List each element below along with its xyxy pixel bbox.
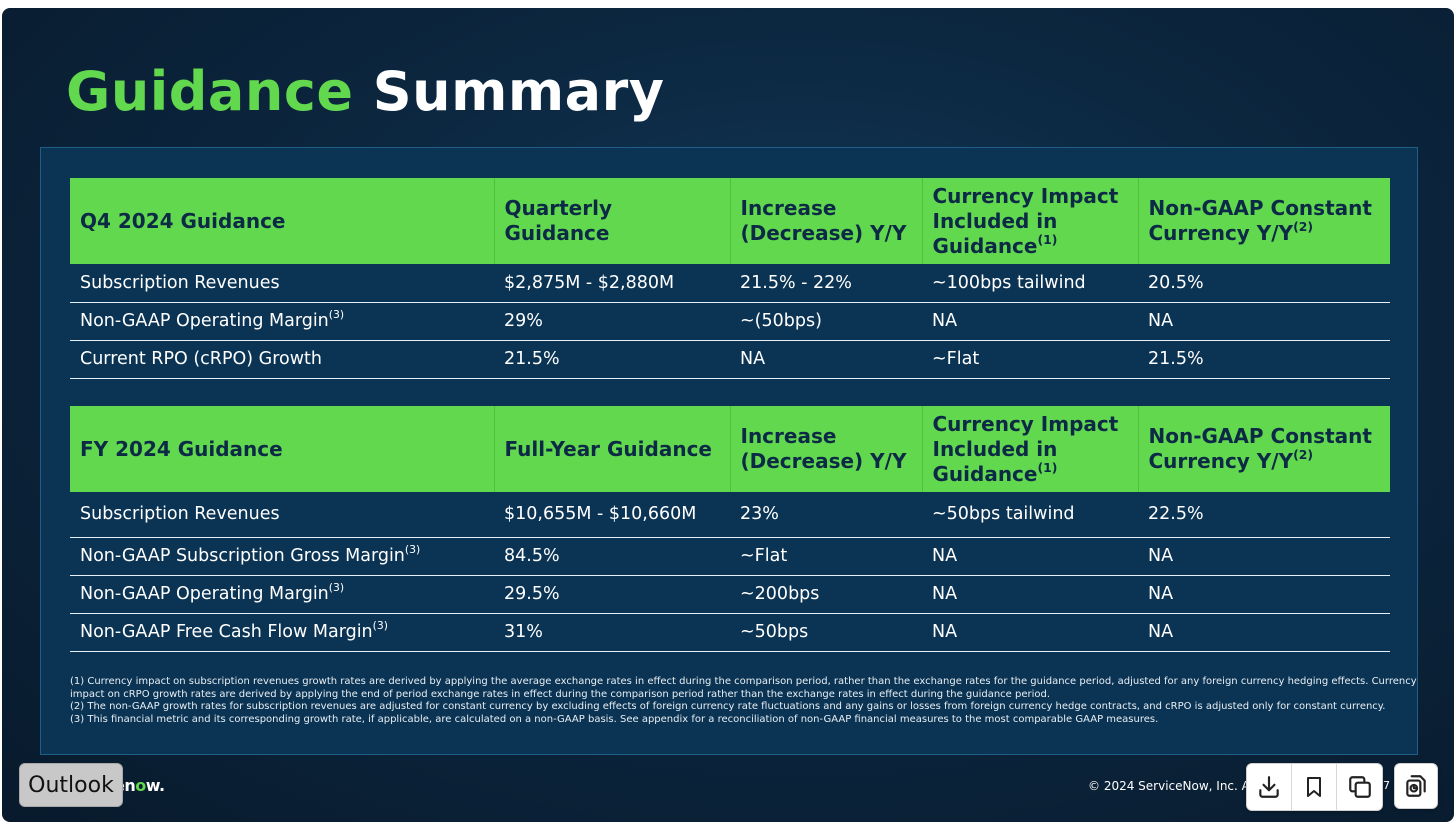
outlook-button[interactable]: Outlook	[19, 763, 123, 807]
table-header-row: Q4 2024 Guidance Quarterly Guidance Incr…	[70, 178, 1390, 264]
metric-cell: Subscription Revenues	[70, 264, 494, 303]
footnote-3: (3) This financial metric and its corres…	[70, 713, 1159, 725]
footnote-1: (1) Currency impact on subscription reve…	[70, 676, 1417, 700]
change-cell: ~50bps	[730, 613, 922, 652]
header-currency-impact: Currency Impact Included in Guidance(1)	[922, 406, 1139, 492]
copy-icon	[1348, 776, 1371, 798]
restack-button[interactable]	[1394, 763, 1438, 809]
guidance-cell: 84.5%	[494, 537, 730, 576]
constant-cell: NA	[1138, 302, 1390, 341]
table-row: Current RPO (cRPO) Growth 21.5% NA ~Flat…	[70, 340, 1390, 379]
constant-cell: 22.5%	[1138, 492, 1390, 538]
slide: Guidance Summary Q4 2024 Guidance Quarte…	[2, 8, 1454, 822]
download-button[interactable]	[1247, 764, 1292, 810]
header-period: FY 2024 Guidance	[70, 406, 495, 492]
currency-cell: NA	[922, 537, 1138, 576]
title-rest: Summary	[372, 60, 665, 123]
currency-cell: NA	[922, 613, 1138, 652]
guidance-cell: 31%	[494, 613, 730, 652]
footnote-2: (2) The non-GAAP growth rates for subscr…	[70, 701, 1386, 712]
copyright-text: © 2024 ServiceNow, Inc. All	[1088, 779, 1257, 793]
bookmark-icon	[1307, 777, 1321, 797]
page-number: 7	[1383, 779, 1390, 792]
header-guidance: Full-Year Guidance	[494, 406, 731, 492]
change-cell: 21.5% - 22%	[730, 264, 922, 303]
constant-cell: NA	[1138, 613, 1390, 652]
guidance-cell: 29.5%	[494, 575, 730, 614]
change-cell: ~Flat	[730, 537, 922, 576]
guidance-cell: $2,875M - $2,880M	[494, 264, 730, 303]
header-change: Increase (Decrease) Y/Y	[730, 178, 923, 264]
q4-guidance-table: Q4 2024 Guidance Quarterly Guidance Incr…	[70, 178, 1390, 379]
table-row: Non-GAAP Operating Margin(3) 29% ~(50bps…	[70, 302, 1390, 341]
header-guidance: Quarterly Guidance	[494, 178, 731, 264]
constant-cell: NA	[1138, 575, 1390, 614]
table-row: Non-GAAP Operating Margin(3) 29.5% ~200b…	[70, 575, 1390, 614]
footnote-ref: (2)	[1293, 447, 1314, 463]
slide-title: Guidance Summary	[66, 60, 664, 124]
metric-cell: Non-GAAP Subscription Gross Margin(3)	[70, 537, 494, 576]
copy-button[interactable]	[1337, 764, 1382, 810]
header-constant-currency: Non-GAAP Constant Currency Y/Y(2)	[1138, 406, 1390, 492]
header-period: Q4 2024 Guidance	[70, 178, 495, 264]
currency-cell: ~100bps tailwind	[922, 264, 1138, 303]
constant-cell: 20.5%	[1138, 264, 1390, 303]
table-row: Non-GAAP Subscription Gross Margin(3) 84…	[70, 537, 1390, 576]
download-icon	[1259, 776, 1279, 798]
change-cell: 23%	[730, 492, 922, 538]
constant-cell: 21.5%	[1138, 340, 1390, 379]
header-currency-impact: Currency Impact Included in Guidance(1)	[922, 178, 1139, 264]
guidance-cell: 29%	[494, 302, 730, 341]
metric-cell: Subscription Revenues	[70, 492, 494, 538]
change-cell: NA	[730, 340, 922, 379]
change-cell: ~200bps	[730, 575, 922, 614]
metric-cell: Non-GAAP Operating Margin(3)	[70, 302, 494, 341]
metric-cell: Current RPO (cRPO) Growth	[70, 340, 494, 379]
guidance-cell: $10,655M - $10,660M	[494, 492, 730, 538]
footnote-ref: (2)	[1293, 219, 1314, 235]
guidance-cell: 21.5%	[494, 340, 730, 379]
bookmark-button[interactable]	[1292, 764, 1337, 810]
metric-cell: Non-GAAP Free Cash Flow Margin(3)	[70, 613, 494, 652]
restack-icon	[1406, 775, 1426, 797]
currency-cell: NA	[922, 302, 1138, 341]
table-row: Subscription Revenues $2,875M - $2,880M …	[70, 264, 1390, 303]
header-change: Increase (Decrease) Y/Y	[730, 406, 923, 492]
footnotes: (1) Currency impact on subscription reve…	[70, 676, 1418, 726]
table-header-row: FY 2024 Guidance Full-Year Guidance Incr…	[70, 406, 1390, 492]
metric-cell: Non-GAAP Operating Margin(3)	[70, 575, 494, 614]
header-constant-currency: Non-GAAP Constant Currency Y/Y(2)	[1138, 178, 1390, 264]
table-row: Subscription Revenues $10,655M - $10,660…	[70, 492, 1390, 538]
table-row: Non-GAAP Free Cash Flow Margin(3) 31% ~5…	[70, 613, 1390, 652]
image-toolbar	[1246, 763, 1383, 811]
title-highlight: Guidance	[66, 60, 354, 123]
footnote-ref: (1)	[1037, 459, 1058, 475]
currency-cell: ~Flat	[922, 340, 1138, 379]
change-cell: ~(50bps)	[730, 302, 922, 341]
currency-cell: ~50bps tailwind	[922, 492, 1138, 538]
constant-cell: NA	[1138, 537, 1390, 576]
footnote-ref: (1)	[1037, 231, 1058, 247]
currency-cell: NA	[922, 575, 1138, 614]
fy-guidance-table: FY 2024 Guidance Full-Year Guidance Incr…	[70, 406, 1390, 652]
